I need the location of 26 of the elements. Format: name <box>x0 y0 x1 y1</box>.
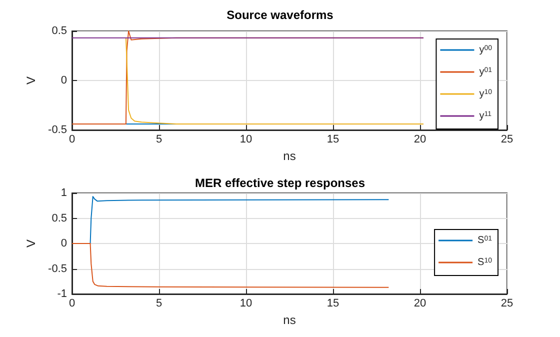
x-tick-label: 5 <box>156 298 162 310</box>
y-tick-label: 0.5 <box>52 25 67 37</box>
y-tick-label: 0 <box>60 238 67 250</box>
x-axis-title: ns <box>283 148 296 163</box>
x-tick-label: 5 <box>156 134 162 146</box>
y-tick-label: -0.5 <box>48 262 67 275</box>
y-axis-title: V <box>24 76 38 85</box>
x-tick-label: 0 <box>68 298 76 310</box>
chart-title: MER effective step responses <box>194 176 366 190</box>
x-tick-label: 25 <box>500 298 514 310</box>
y-tick-label: 0.5 <box>52 212 67 224</box>
y-axis-title: V <box>24 239 38 248</box>
x-tick-label: 20 <box>414 298 426 310</box>
y-tick-label: 1 <box>60 187 67 199</box>
y-tick-label: -1 <box>57 288 67 300</box>
chart-title: Source waveforms <box>226 8 334 22</box>
x-tick-label: 10 <box>240 134 252 146</box>
x-tick-label: 20 <box>414 134 426 146</box>
x-tick-label: 25 <box>500 134 514 146</box>
x-tick-label: 10 <box>240 298 252 310</box>
x-axis-title: ns <box>283 312 296 327</box>
x-tick-label: 0 <box>68 134 76 146</box>
x-tick-label: 15 <box>326 298 340 310</box>
y-tick-label: 0 <box>60 74 67 86</box>
x-tick-label: 15 <box>326 134 340 146</box>
y-tick-label: -0.5 <box>48 124 67 136</box>
